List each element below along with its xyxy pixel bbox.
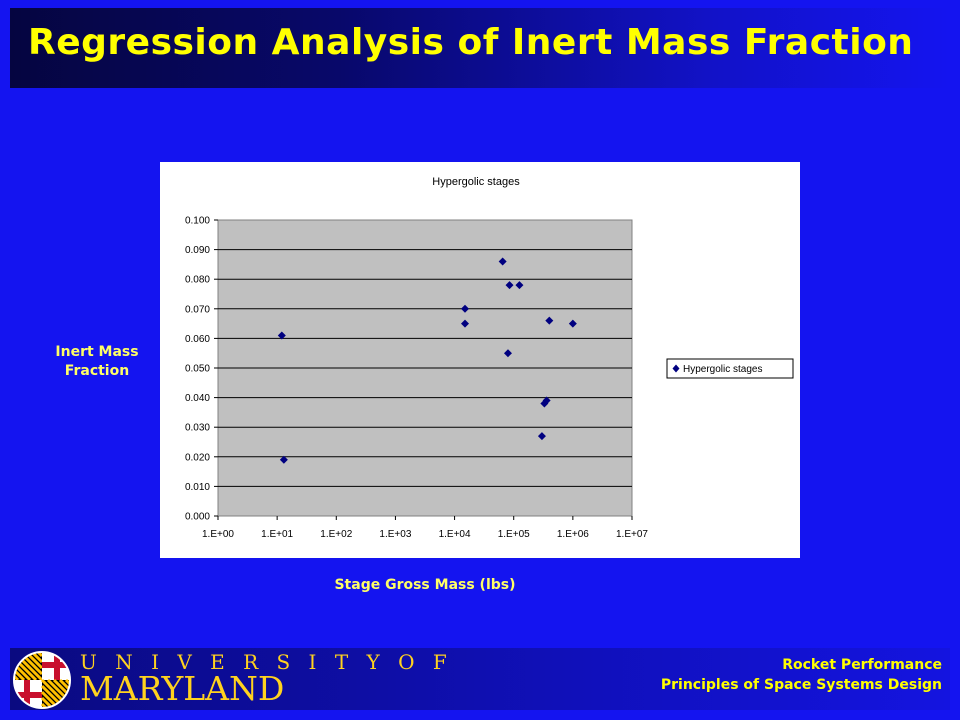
x-tick-label: 1.E+06 xyxy=(557,529,589,540)
y-tick-label: 0.060 xyxy=(185,334,210,345)
legend-label: Hypergolic stages xyxy=(683,364,762,375)
y-tick-labels: 0.000 0.010 0.020 0.030 0.040 0.050 0.060 0.070… xyxy=(185,216,218,523)
y-tick-label: 0.100 xyxy=(185,216,210,227)
data-point xyxy=(279,455,288,464)
data-point xyxy=(537,432,546,441)
scatter-chart: Hypergolic stages 0.0000.0100.0200.0300.… xyxy=(185,176,794,540)
data-point xyxy=(498,257,507,266)
data-point xyxy=(515,281,524,290)
university-name-line1: U N I V E R S I T Y O F xyxy=(80,650,453,674)
x-tick-label: 1.E+04 xyxy=(439,529,471,540)
chart-title: Hypergolic stages xyxy=(432,176,520,188)
data-points xyxy=(277,257,577,464)
y-tick-label: 0.010 xyxy=(185,482,210,493)
x-tick-label: 1.E+03 xyxy=(379,529,411,540)
y-axis-label: Inert Mass Fraction xyxy=(55,344,139,379)
y-tick-label: 0.030 xyxy=(185,423,210,434)
y-tick-label: 0.090 xyxy=(185,245,210,256)
data-point xyxy=(277,331,286,340)
course-info: Rocket Performance Principles of Space S… xyxy=(661,655,942,695)
legend-marker-icon xyxy=(672,364,680,373)
legend: Hypergolic stages xyxy=(666,358,794,379)
x-tick-label: 1.E+01 xyxy=(261,529,293,540)
university-name-line2: MARYLAND xyxy=(80,669,285,708)
x-tick-label: 1.E+00 xyxy=(202,529,234,540)
y-tick-label: 0.000 xyxy=(185,512,210,523)
data-point xyxy=(460,304,469,313)
x-tick-labels: 1.E+00 1.E+01 1.E+02 1.E+03 1.E+04 1.E+05 1.E+… xyxy=(202,516,648,540)
gridlines xyxy=(218,249,632,487)
footer-bar xyxy=(10,648,950,710)
y-tick-label: 0.020 xyxy=(185,452,210,463)
data-point xyxy=(545,316,554,325)
course-topic: Rocket Performance xyxy=(782,657,942,673)
data-point xyxy=(568,319,577,328)
y-tick-label: 0.070 xyxy=(185,304,210,315)
data-point xyxy=(542,396,551,405)
title-bar xyxy=(10,8,950,88)
course-name: Principles of Space Systems Design xyxy=(660,677,942,693)
x-tick-label: 1.E+05 xyxy=(498,529,530,540)
y-tick-label: 0.080 xyxy=(185,275,210,286)
slide-title: Regression Analysis of Inert Mass Fracti… xyxy=(28,22,914,63)
data-point xyxy=(503,349,512,358)
x-tick-label: 1.E+02 xyxy=(320,529,352,540)
y-tick-label: 0.050 xyxy=(185,364,210,375)
data-point xyxy=(460,319,469,328)
data-point xyxy=(505,281,514,290)
x-axis-label: Stage Gross Mass (lbs) xyxy=(334,577,516,593)
chart-container: Hypergolic stages 0.000 0.010 0.020 0.030 0.… xyxy=(160,162,800,558)
legend-box xyxy=(666,358,794,379)
maryland-flag-icon xyxy=(13,651,71,709)
x-tick-label: 1.E+07 xyxy=(616,529,648,540)
y-tick-label: 0.040 xyxy=(185,393,210,404)
